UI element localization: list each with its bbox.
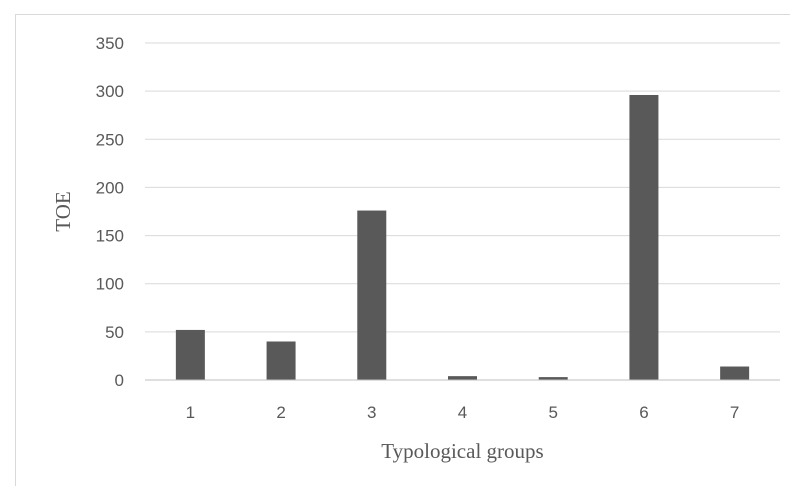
bar bbox=[357, 210, 387, 380]
y-tick-label: 200 bbox=[96, 178, 124, 197]
gridlines bbox=[145, 42, 780, 333]
x-tick-label: 3 bbox=[367, 403, 376, 422]
y-tick-label: 250 bbox=[96, 130, 124, 149]
x-tick-label: 6 bbox=[639, 403, 648, 422]
x-tick-label: 1 bbox=[186, 403, 195, 422]
bar bbox=[720, 366, 750, 380]
x-tick-label: 5 bbox=[548, 403, 557, 422]
bar bbox=[175, 329, 205, 380]
y-tick-label: 50 bbox=[105, 323, 124, 342]
x-axis-title: Typological groups bbox=[381, 439, 543, 463]
bars bbox=[175, 94, 750, 380]
bar bbox=[629, 94, 659, 380]
x-tick-label: 4 bbox=[458, 403, 467, 422]
bar bbox=[538, 377, 568, 380]
y-tick-labels: 0 50 100 150 200 250 300 350 bbox=[96, 34, 124, 390]
y-tick-label: 0 bbox=[115, 371, 124, 390]
x-tick-label: 7 bbox=[730, 403, 739, 422]
y-tick-label: 150 bbox=[96, 227, 124, 246]
y-tick-label: 300 bbox=[96, 82, 124, 101]
x-tick-labels: 1 2 3 4 5 6 7 bbox=[186, 403, 740, 422]
x-tick-label: 2 bbox=[276, 403, 285, 422]
y-tick-label: 350 bbox=[96, 34, 124, 53]
y-tick-label: 100 bbox=[96, 275, 124, 294]
bar bbox=[448, 376, 477, 380]
bar bbox=[266, 341, 296, 380]
chart-frame bbox=[15, 14, 790, 486]
y-axis-title: TOE bbox=[51, 191, 75, 231]
